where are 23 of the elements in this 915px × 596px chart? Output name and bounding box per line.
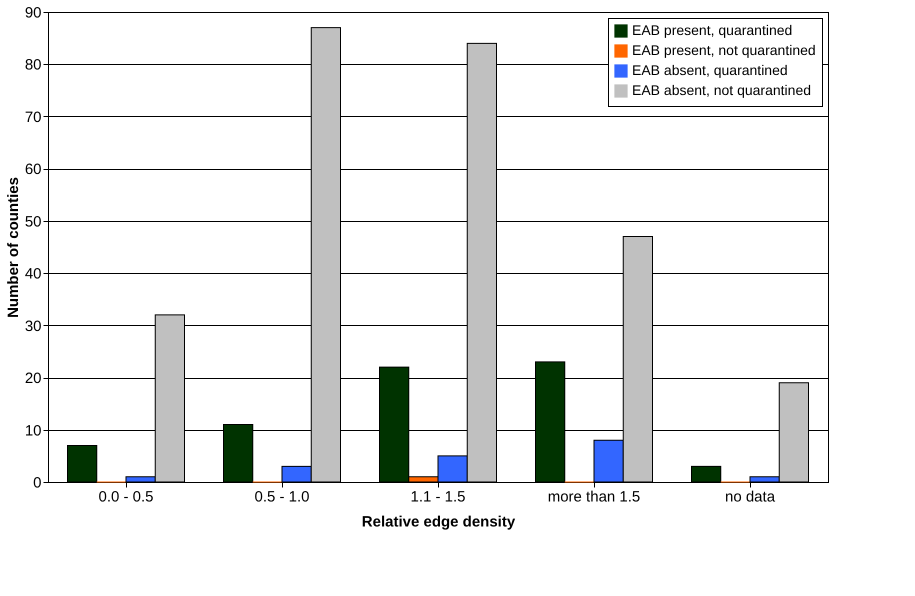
bar xyxy=(67,444,98,482)
x-tick-label: 0.5 - 1.0 xyxy=(254,488,310,506)
y-tick-label: 10 xyxy=(24,422,42,440)
y-tick-label: 20 xyxy=(24,370,42,388)
legend-label: EAB absent, not quarantined xyxy=(632,82,812,98)
x-tick-label: more than 1.5 xyxy=(548,488,640,506)
y-tick-label: 30 xyxy=(24,318,42,335)
y-tick-label: 70 xyxy=(24,108,42,126)
y-tick-label: 50 xyxy=(24,213,42,230)
y-tick-label: 60 xyxy=(24,161,42,178)
y-tick-label: 80 xyxy=(24,56,42,74)
y-tick-label: 90 xyxy=(24,4,42,22)
legend-label: EAB present, quarantined xyxy=(632,22,792,38)
bar xyxy=(691,466,722,482)
y-tick-label: 0 xyxy=(33,474,42,492)
x-tick-label: no data xyxy=(724,488,776,506)
legend-label: EAB present, not quarantined xyxy=(632,42,816,58)
x-tick-label: 0.0 - 0.5 xyxy=(98,488,154,506)
y-tick-label: 40 xyxy=(24,266,42,283)
x-tick-label: 1.1 - 1.5 xyxy=(410,488,466,506)
y-axis-title: Number of counties xyxy=(4,177,22,318)
x-axis-title: Relative edge density xyxy=(362,514,516,530)
legend-label: EAB absent, quarantined xyxy=(632,62,788,78)
